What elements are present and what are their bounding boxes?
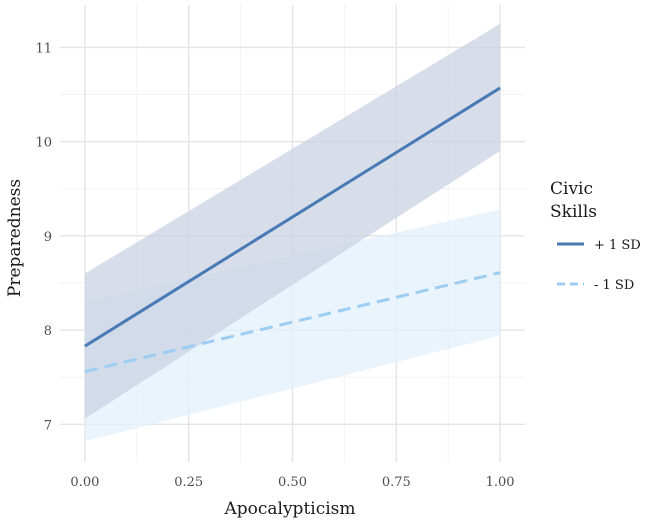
legend-title-line-2: Skills: [550, 202, 597, 222]
confidence-ribbon: [84, 23, 501, 419]
legend-title-line-1: Civic: [550, 179, 593, 199]
series-line: [84, 86, 501, 348]
y-tick-label: 9: [44, 230, 52, 245]
legend-items: + 1 SD - 1 SD: [557, 238, 641, 293]
y-tick-label: 11: [35, 41, 52, 56]
y-tick-label: 10: [35, 136, 52, 151]
confidence-ribbon: [84, 209, 501, 442]
legend-label: - 1 SD: [594, 278, 634, 293]
series-lines: [84, 86, 501, 374]
x-tick-label: 0.25: [174, 475, 203, 490]
y-tick-label: 8: [44, 324, 52, 339]
confidence-ribbons: [84, 23, 501, 442]
x-axis-title: Apocalypticism: [223, 499, 355, 519]
x-tick-label: 0.00: [70, 475, 99, 490]
x-tick-label: 0.50: [278, 475, 307, 490]
tick-labels: 0.00 0.25 0.50 0.75 1.00 7 8 9 10 11: [35, 41, 514, 490]
x-tick-label: 0.75: [382, 475, 411, 490]
y-axis-title: Preparedness: [5, 179, 25, 297]
legend-label: + 1 SD: [594, 238, 641, 253]
x-tick-label: 1.00: [486, 475, 515, 490]
y-tick-label: 7: [44, 418, 52, 433]
series-line: [84, 271, 501, 374]
legend: Civic Skills + 1 SD - 1 SD: [550, 179, 641, 293]
